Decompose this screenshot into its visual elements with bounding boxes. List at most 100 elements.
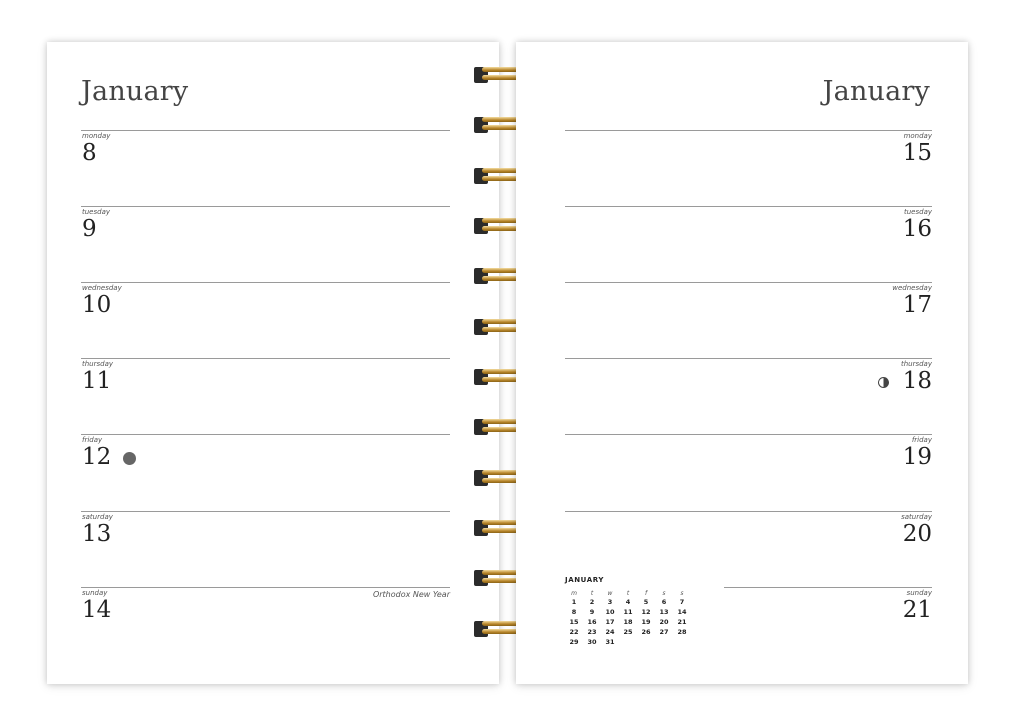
day-number: 13 [82, 521, 112, 547]
mini-calendar-date: 13 [659, 608, 669, 616]
day-number: 17 [902, 292, 932, 318]
weekday-header: f [644, 590, 648, 597]
divider [565, 282, 932, 283]
mini-calendar-date: 4 [625, 598, 631, 606]
day-row-thursday[interactable]: thursday 11 [81, 358, 450, 430]
planner-left-page: January monday 8 tuesday 9 wednesday 10 … [47, 42, 499, 684]
weekday-label: thursday [900, 360, 932, 368]
first-quarter-moon-icon [878, 377, 889, 388]
mini-calendar-date: 2 [589, 598, 595, 606]
planner-right-page: January monday 15 tuesday 16 wednesday 1… [516, 42, 968, 684]
mini-calendar-date: 6 [661, 598, 667, 606]
mini-calendar-date: 5 [643, 598, 649, 606]
day-row-tuesday[interactable]: tuesday 16 [565, 206, 932, 278]
divider [565, 358, 932, 359]
divider [724, 587, 932, 588]
weekday-label: friday [911, 436, 932, 444]
weekday-label: tuesday [903, 208, 932, 216]
mini-calendar-date: 8 [571, 608, 577, 616]
mini-calendar-date: 15 [569, 618, 579, 626]
holiday-note: Orthodox New Year [372, 590, 450, 599]
weekday-label: tuesday [82, 208, 111, 216]
day-row-friday[interactable]: friday 12 [81, 434, 450, 506]
weekday-label: wednesday [892, 284, 932, 292]
weekday-label: saturday [82, 513, 113, 521]
day-row-saturday[interactable]: saturday 13 [81, 511, 450, 583]
mini-calendar-date: 22 [569, 628, 579, 636]
weekday-header: s [680, 590, 684, 597]
day-row-wednesday[interactable]: wednesday 10 [81, 282, 450, 354]
mini-calendar-date: 27 [659, 628, 669, 636]
mini-calendar-date: 16 [587, 618, 597, 626]
day-row-sunday[interactable]: sunday 14 Orthodox New Year [81, 587, 450, 659]
divider [81, 511, 450, 512]
mini-calendar-date: 31 [605, 638, 615, 646]
day-row-tuesday[interactable]: tuesday 9 [81, 206, 450, 278]
mini-calendar-grid: m t w t f s s 1 2 3 4 5 6 7 8 9 10 11 12… [565, 590, 695, 647]
day-row-saturday[interactable]: saturday 20 [565, 511, 932, 583]
divider [565, 511, 932, 512]
mini-calendar-date: 17 [605, 618, 615, 626]
mini-calendar-date: 3 [607, 598, 613, 606]
divider [81, 206, 450, 207]
mini-calendar-date: 25 [623, 628, 633, 636]
day-row-wednesday[interactable]: wednesday 17 [565, 282, 932, 354]
day-row-sunday[interactable]: sunday 21 [724, 587, 932, 659]
divider [81, 130, 450, 131]
weekday-label: sunday [82, 589, 108, 597]
mini-calendar-date: 18 [623, 618, 633, 626]
full-moon-icon [123, 452, 136, 465]
weekday-header: m [571, 590, 577, 597]
day-number: 11 [82, 368, 112, 394]
weekday-header: t [590, 590, 594, 597]
month-title: January [822, 76, 930, 107]
day-number: 18 [902, 368, 932, 394]
mini-calendar-date: 11 [623, 608, 633, 616]
mini-calendar-date: 10 [605, 608, 615, 616]
day-number: 16 [902, 216, 932, 242]
divider [81, 358, 450, 359]
divider [565, 434, 932, 435]
day-number: 10 [82, 292, 112, 318]
day-row-thursday[interactable]: thursday 18 [565, 358, 932, 430]
weekday-label: sunday [906, 589, 932, 597]
mini-calendar-date: 30 [587, 638, 597, 646]
mini-calendar-date: 26 [641, 628, 651, 636]
divider [81, 282, 450, 283]
weekday-label: friday [82, 436, 103, 444]
mini-calendar-date: 20 [659, 618, 669, 626]
weekday-header: w [607, 590, 613, 597]
day-number: 12 [82, 444, 112, 470]
divider [565, 130, 932, 131]
mini-calendar-date: 29 [569, 638, 579, 646]
mini-calendar-date: 19 [641, 618, 651, 626]
divider [81, 587, 450, 588]
divider [565, 206, 932, 207]
mini-calendar-date: 7 [679, 598, 685, 606]
day-number: 20 [902, 521, 932, 547]
mini-calendar-date: 14 [677, 608, 687, 616]
weekday-label: wednesday [82, 284, 122, 292]
mini-calendar-date: 23 [587, 628, 597, 636]
day-row-friday[interactable]: friday 19 [565, 434, 932, 506]
day-row-monday[interactable]: monday 15 [565, 130, 932, 202]
day-number: 9 [82, 216, 97, 242]
weekday-label: monday [82, 132, 111, 140]
day-number: 8 [82, 140, 97, 166]
weekday-label: thursday [82, 360, 114, 368]
month-title: January [81, 76, 189, 107]
mini-calendar-date: 28 [677, 628, 687, 636]
mini-calendar-date: 21 [677, 618, 687, 626]
mini-calendar-title: JANUARY [565, 576, 605, 584]
weekday-label: saturday [901, 513, 932, 521]
day-row-monday[interactable]: monday 8 [81, 130, 450, 202]
mini-calendar-date: 9 [589, 608, 595, 616]
day-number: 14 [82, 597, 112, 623]
weekday-header: t [626, 590, 630, 597]
mini-calendar-date: 1 [571, 598, 577, 606]
day-number: 15 [902, 140, 932, 166]
weekday-label: monday [903, 132, 932, 140]
mini-calendar-date: 12 [641, 608, 651, 616]
weekday-header: s [662, 590, 666, 597]
day-number: 19 [902, 444, 932, 470]
